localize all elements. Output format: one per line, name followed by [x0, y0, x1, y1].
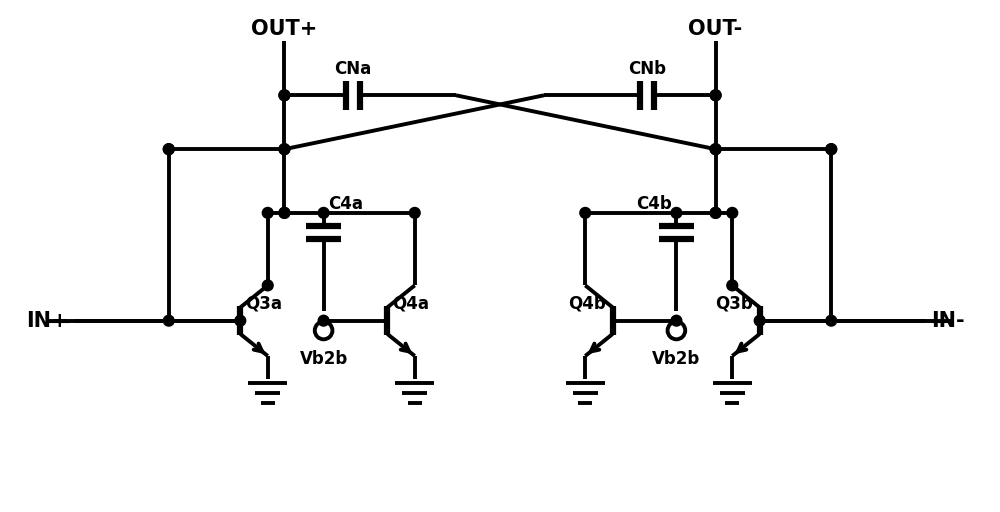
Text: CNb: CNb — [628, 59, 666, 78]
Text: OUT+: OUT+ — [251, 19, 318, 39]
Circle shape — [710, 90, 721, 101]
Circle shape — [163, 315, 174, 326]
Circle shape — [754, 315, 765, 326]
Text: Vb2b: Vb2b — [652, 350, 701, 368]
Circle shape — [279, 90, 290, 101]
Circle shape — [262, 280, 273, 291]
Circle shape — [279, 144, 290, 155]
Circle shape — [279, 207, 290, 218]
Circle shape — [710, 207, 721, 218]
Text: OUT-: OUT- — [688, 19, 743, 39]
Circle shape — [710, 144, 721, 155]
Circle shape — [710, 207, 721, 218]
Circle shape — [235, 315, 246, 326]
Circle shape — [318, 315, 329, 326]
Circle shape — [727, 280, 738, 291]
Text: C4a: C4a — [328, 195, 364, 213]
Circle shape — [710, 90, 721, 101]
Circle shape — [710, 144, 721, 155]
Circle shape — [826, 144, 837, 155]
Text: Q4a: Q4a — [392, 295, 429, 313]
Circle shape — [671, 315, 682, 326]
Text: C4b: C4b — [636, 195, 672, 213]
Circle shape — [409, 207, 420, 218]
Circle shape — [279, 207, 290, 218]
Circle shape — [580, 207, 591, 218]
Circle shape — [279, 90, 290, 101]
Text: CNa: CNa — [334, 59, 372, 78]
Text: Q4b: Q4b — [569, 295, 606, 313]
Circle shape — [727, 207, 738, 218]
Text: Vb2b: Vb2b — [299, 350, 348, 368]
Text: IN+: IN+ — [26, 311, 69, 331]
Circle shape — [262, 207, 273, 218]
Circle shape — [318, 207, 329, 218]
Circle shape — [826, 144, 837, 155]
Circle shape — [163, 144, 174, 155]
Text: Q3b: Q3b — [716, 295, 753, 313]
Circle shape — [163, 144, 174, 155]
Circle shape — [668, 322, 685, 339]
Circle shape — [671, 207, 682, 218]
Circle shape — [279, 144, 290, 155]
Text: IN-: IN- — [931, 311, 965, 331]
Circle shape — [315, 322, 332, 339]
Circle shape — [826, 315, 837, 326]
Text: Q3a: Q3a — [245, 295, 282, 313]
